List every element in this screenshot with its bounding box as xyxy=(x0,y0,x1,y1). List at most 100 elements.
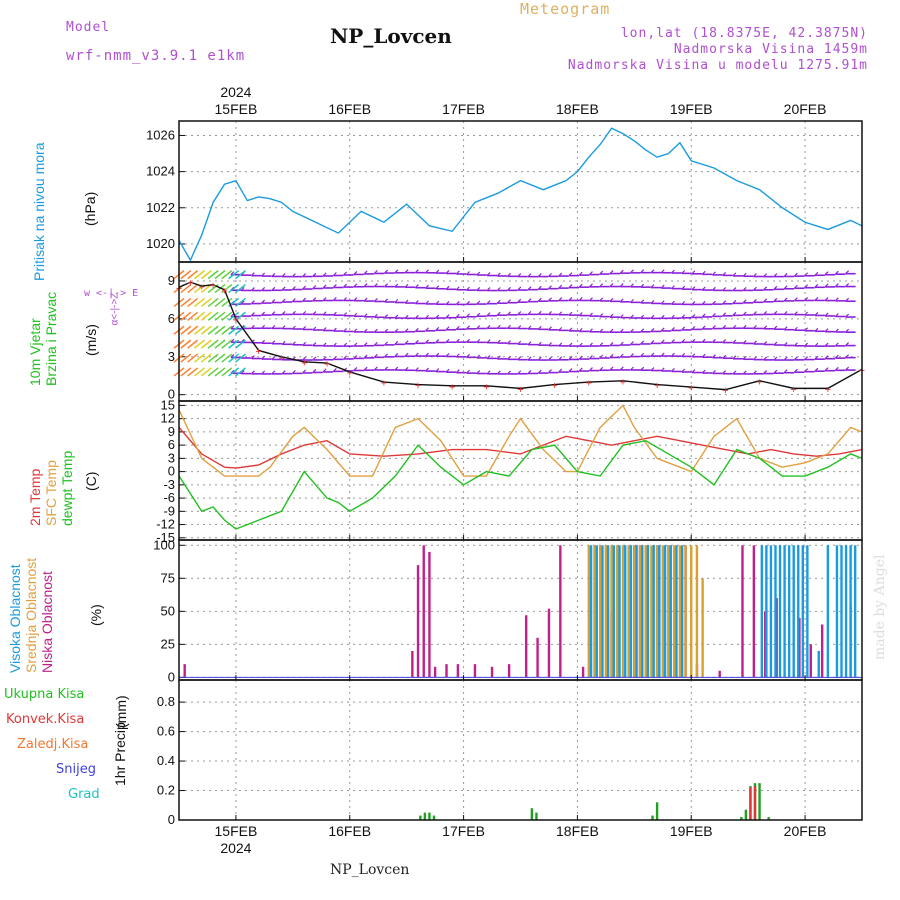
wind-arrow-head xyxy=(394,353,399,357)
wind-gust-mark: + xyxy=(233,315,239,326)
wind-arrow-head xyxy=(250,300,255,304)
wind-arrow-head xyxy=(619,269,624,274)
wind-arrow-head xyxy=(619,353,624,358)
bar-srednja-oblacnost xyxy=(690,545,693,678)
wind-arrow-head xyxy=(394,314,399,319)
wind-arrow-head xyxy=(640,366,645,371)
wind-arrow-head xyxy=(578,271,583,276)
wind-arrow-head xyxy=(302,356,307,361)
y-tick-label: 1020 xyxy=(146,236,175,251)
wind-arrow-head xyxy=(271,311,276,316)
wind-arrow-head xyxy=(742,286,747,291)
bar-srednja-oblacnost xyxy=(655,545,659,678)
wind-arrow-head xyxy=(384,366,389,371)
wind-arrow-head xyxy=(589,271,593,276)
wind-arrow-head xyxy=(230,338,235,343)
wind-arrow-head xyxy=(763,341,768,345)
bar-srednja-oblacnost xyxy=(593,545,596,678)
wind-gust-mark: + xyxy=(199,282,205,293)
wind-arrow-head xyxy=(240,300,245,305)
wind-arrow-early xyxy=(235,297,246,308)
wind-arrow-head xyxy=(455,338,460,343)
panel-4: 0 0.2 0.4 0.6 0.8 xyxy=(157,679,863,827)
wind-arrow-head xyxy=(486,300,491,305)
bar-srednja-oblacnost xyxy=(684,545,687,678)
wind-arrow-head xyxy=(660,284,665,289)
wind-arrow-head xyxy=(619,341,624,346)
wind-arrow-head xyxy=(261,311,266,316)
wind-arrow-head xyxy=(630,269,634,274)
y-tick-label: 12 xyxy=(161,411,175,426)
wind-arrow-head xyxy=(548,285,552,290)
bar-niska-oblacnost xyxy=(422,545,425,678)
y-tick-label: 0.6 xyxy=(157,724,175,739)
wind-arrow-head xyxy=(804,368,809,373)
wind-arrow-head xyxy=(650,299,655,304)
series-sfc-temp xyxy=(178,404,863,477)
wind-arrow-head xyxy=(568,284,573,289)
wind-arrow-head xyxy=(302,297,307,302)
wind-arrow-head xyxy=(793,356,798,361)
bar-visoka-oblacnost xyxy=(840,545,843,678)
wind-arrow-head xyxy=(496,355,501,360)
wind-arrow-head xyxy=(281,298,286,303)
bar-srednja-oblacnost xyxy=(587,545,590,678)
bar-niska-oblacnost xyxy=(536,637,539,678)
wind-arrow-head xyxy=(486,370,491,375)
wind-arrow-head xyxy=(793,326,798,331)
wind-arrow-early xyxy=(180,367,192,377)
wind-arrow-head xyxy=(281,340,286,345)
wind-arrow-head xyxy=(814,312,819,316)
wind-arrow-head xyxy=(671,285,675,290)
wind-arrow-head xyxy=(732,299,737,304)
wind-arrow-head xyxy=(271,299,276,303)
wind-arrow-head xyxy=(455,286,460,291)
wind-arrow-head xyxy=(486,287,491,291)
date-label-top: 16FEB xyxy=(328,101,371,117)
wind-arrow-head xyxy=(445,270,450,274)
wind-arrow-head xyxy=(455,325,460,330)
wind-arrow-head xyxy=(353,328,358,333)
wind-arrow-head xyxy=(302,285,307,290)
bar-visoka-oblacnost xyxy=(618,545,621,678)
wind-arrow-head xyxy=(353,297,358,302)
wind-arrow-head xyxy=(250,324,255,329)
wind-arrow-early xyxy=(200,297,212,308)
wind-arrow-head xyxy=(722,300,727,305)
wind-arrow-head xyxy=(558,297,563,301)
wind-arrow-head xyxy=(671,327,675,331)
wind-arrow-head xyxy=(824,283,829,288)
wind-arrow-head xyxy=(445,314,450,319)
wind-arrow-head xyxy=(455,301,460,305)
wind-arrow-head xyxy=(578,283,583,288)
bar-visoka-oblacnost xyxy=(835,545,839,678)
wind-arrow-early xyxy=(200,325,212,335)
wind-arrow-head xyxy=(517,325,522,329)
wind-arrow-head xyxy=(640,328,645,333)
wind-arrow-head xyxy=(537,356,542,361)
wind-arrow-head xyxy=(660,352,665,357)
wind-arrow-head xyxy=(343,355,348,360)
wind-arrow-head xyxy=(701,325,706,330)
wind-arrow-head xyxy=(312,342,317,347)
wind-arrow-head xyxy=(332,311,337,316)
bar-niska-oblacnost xyxy=(809,644,812,678)
bar-ukupna-kisa xyxy=(535,812,538,820)
wind-arrow-head xyxy=(701,270,706,275)
wind-arrow-head xyxy=(414,300,419,304)
wind-arrow-head xyxy=(527,310,532,315)
wind-arrow-head xyxy=(804,272,809,277)
wind-arrow-head xyxy=(722,312,727,317)
wind-arrow-head xyxy=(619,366,624,371)
wind-arrow-head xyxy=(332,327,337,332)
wind-arrow-head xyxy=(814,355,819,360)
wind-arrow-head xyxy=(732,355,737,360)
wind-arrow-head xyxy=(435,339,440,343)
wind-arrow-head xyxy=(455,353,460,358)
wind-arrow-head xyxy=(384,283,389,288)
wind-arrow-head xyxy=(261,339,266,344)
wind-arrow-head xyxy=(783,356,788,361)
bar-visoka-oblacnost xyxy=(595,545,598,678)
wind-arrow-head xyxy=(486,272,491,276)
